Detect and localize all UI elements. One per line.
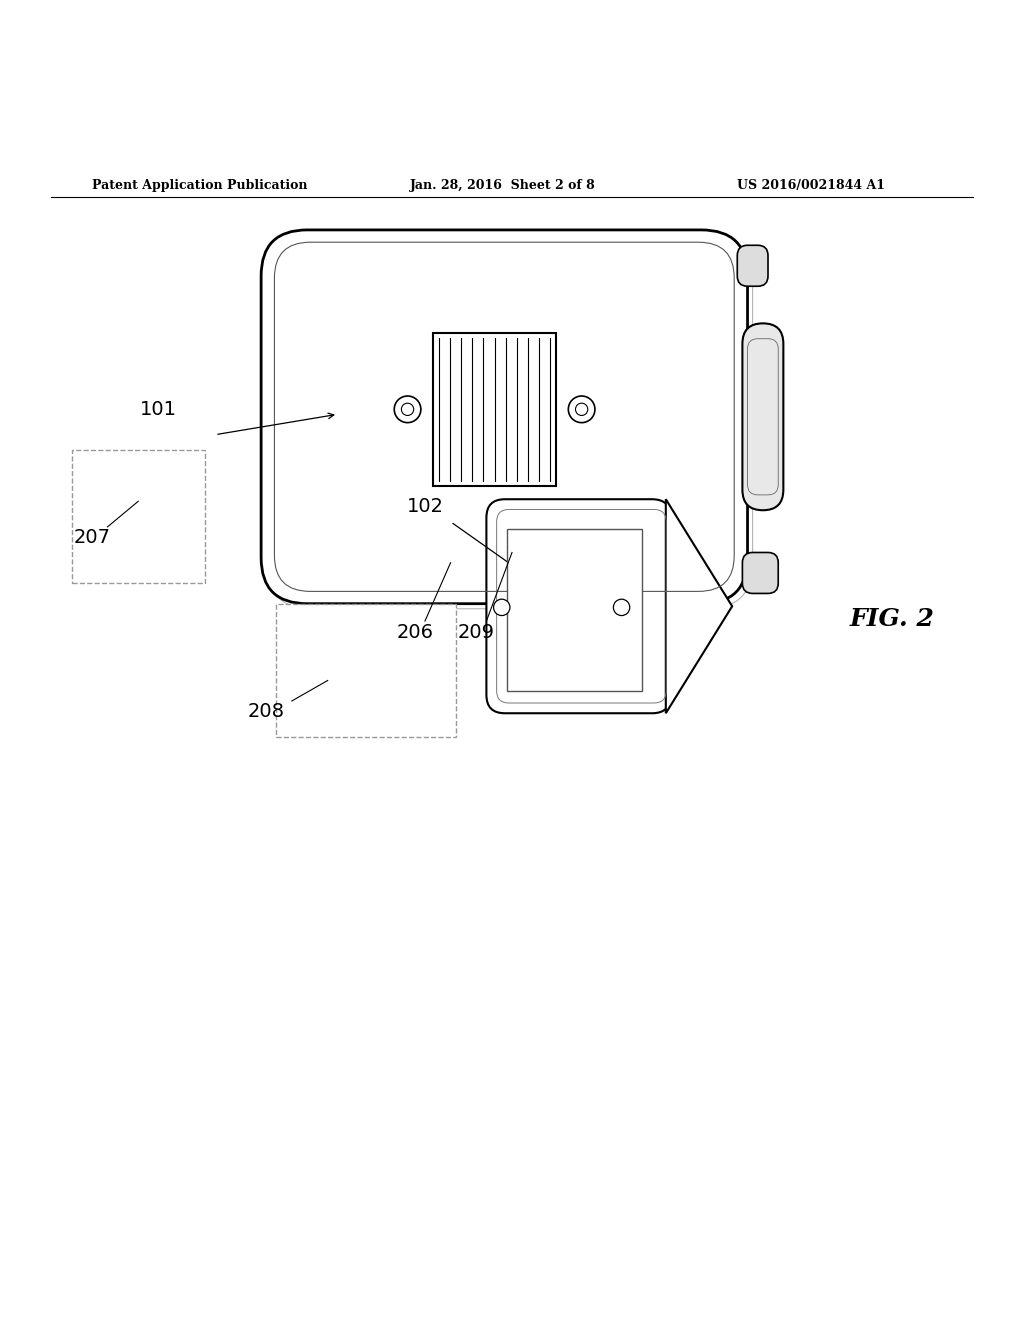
Circle shape (613, 599, 630, 615)
Text: 102: 102 (407, 496, 443, 516)
Text: US 2016/0021844 A1: US 2016/0021844 A1 (737, 180, 886, 193)
Circle shape (568, 396, 595, 422)
Text: Patent Application Publication: Patent Application Publication (92, 180, 307, 193)
Bar (72, 450, 205, 583)
Text: 208: 208 (248, 702, 285, 721)
Bar (276, 603, 456, 737)
Text: 101: 101 (140, 400, 177, 418)
FancyBboxPatch shape (742, 553, 778, 594)
Bar (433, 333, 556, 486)
FancyBboxPatch shape (742, 323, 783, 511)
Bar (507, 528, 642, 690)
FancyBboxPatch shape (261, 230, 748, 603)
Polygon shape (666, 499, 732, 713)
Text: Jan. 28, 2016  Sheet 2 of 8: Jan. 28, 2016 Sheet 2 of 8 (410, 180, 595, 193)
FancyBboxPatch shape (266, 235, 753, 609)
Text: 206: 206 (396, 623, 433, 642)
Circle shape (575, 403, 588, 416)
Circle shape (401, 403, 414, 416)
Circle shape (494, 599, 510, 615)
FancyBboxPatch shape (737, 246, 768, 286)
FancyBboxPatch shape (486, 499, 671, 713)
Text: 209: 209 (458, 623, 495, 642)
Text: FIG. 2: FIG. 2 (850, 607, 935, 631)
Circle shape (394, 396, 421, 422)
Text: 207: 207 (74, 528, 111, 546)
